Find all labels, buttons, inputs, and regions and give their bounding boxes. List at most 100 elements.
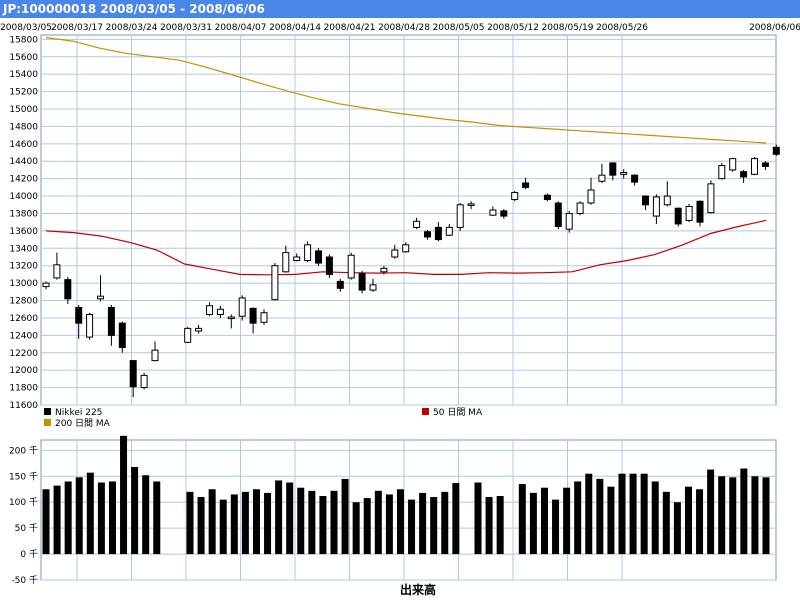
price-grid [41,35,776,406]
volume-bar [385,494,393,555]
price-y-tick-label: 14800 [9,122,38,132]
volume-y-tick-label: 200 千 [9,445,38,456]
price-y-tick-label: 15600 [9,53,38,63]
candle-up [140,374,148,389]
candle-down [543,194,551,201]
volume-bar [363,498,371,555]
candle-down [434,226,442,241]
price-y-tick-label: 14000 [9,192,38,202]
volume-bar [518,484,526,555]
candle-down [75,306,83,324]
candle-down [325,256,333,275]
price-y-ticks: 11600 11800 12000 12200 12400 12600 12800 13000… [9,35,38,411]
volume-y-tick-label: 50 千 [15,523,38,534]
x-date-label: 2008/04/21 [324,23,376,33]
x-date-label: 2008/06/06 [749,23,800,33]
volume-bar [552,499,560,555]
candle-up [238,297,246,317]
candle-up [587,189,595,204]
price-y-tick-label: 12800 [9,297,38,307]
ma200-line [45,37,767,144]
candle-down [336,280,344,289]
volume-bar [696,489,704,555]
volume-bar [762,477,770,555]
candle-up [391,249,399,258]
candle-down [696,200,704,223]
x-date-label: 2008/05/19 [542,23,594,33]
price-y-tick-label: 13800 [9,209,38,219]
candle-up [369,284,377,291]
candle-up [445,226,453,236]
price-y-tick-label: 14600 [9,140,38,150]
price-y-tick-label: 15400 [9,70,38,80]
candle-down [609,162,617,176]
candle-up [184,327,192,343]
volume-bar [430,497,438,555]
volume-bar [153,481,161,555]
x-date-label: 2008/03/24 [106,23,158,33]
volume-bar [120,435,128,555]
volume-bar [673,502,681,555]
candle-up [718,165,726,180]
candle-up [511,192,519,201]
legend-swatch-ma200 [44,419,51,426]
candle-up [216,308,224,315]
candle-down [315,250,322,264]
legend-swatch-nikkei [44,408,51,415]
volume-bar [496,496,504,555]
price-y-tick-label: 12600 [9,314,38,324]
legend-label-nikkei: Nikkei 225 [55,408,102,418]
volume-bar [297,487,305,555]
candle-up [402,244,410,253]
volume-bar [618,473,626,555]
candle-up [456,204,464,228]
x-date-label: 2008/04/07 [215,23,267,33]
candle-up [195,327,203,332]
legend-label-ma200: 200 日間 MA [55,418,111,429]
volume-bar [142,475,150,555]
volume-bar [740,468,748,555]
volume-y-tick-label: 100 千 [9,497,38,508]
candle-up [565,212,573,230]
volume-bar [452,483,460,555]
candle-up [413,220,421,228]
title-bar: JP:100000018 2008/03/05 - 2008/06/06 [0,0,800,18]
price-x-ticks: 2008/03/05 2008/03/17 2008/03/24 2008/03/31… [0,23,800,33]
candle-up [576,202,584,214]
price-y-tick-label: 13000 [9,279,38,289]
volume-bar [751,476,759,555]
candle-up [489,209,497,216]
candle-up [707,183,715,214]
volume-bar [529,492,537,555]
volume-bar [64,481,72,555]
volume-bar [474,482,482,555]
price-y-tick-label: 14200 [9,175,38,185]
x-date-label: 2008/05/05 [433,23,485,33]
candle-up [293,256,301,261]
price-y-tick-label: 11800 [9,384,38,394]
candle-down [522,182,530,188]
volume-bar [629,473,637,555]
price-y-tick-label: 13400 [9,244,38,254]
candle-down [64,279,72,300]
volume-bar [596,478,604,555]
volume-title: 出来高 [400,582,436,597]
volume-bar [574,481,582,555]
volume-bar [252,489,260,555]
price-y-tick-label: 15800 [9,35,38,45]
candle-down [772,146,780,155]
volume-y-tick-label: 0 千 [20,549,38,560]
volume-bar [729,477,737,555]
volume-bar [408,499,416,555]
candle-up [260,312,268,323]
volume-bar [219,499,227,555]
price-y-tick-label: 14400 [9,157,38,167]
candle-up [598,174,606,182]
x-date-label: 2008/05/12 [487,23,539,33]
candle-up [729,158,737,171]
chart-title: JP:100000018 2008/03/05 - 2008/06/06 [3,2,265,16]
volume-bar [419,492,427,555]
candle-down [761,162,769,167]
x-date-label: 2008/05/26 [596,23,648,33]
